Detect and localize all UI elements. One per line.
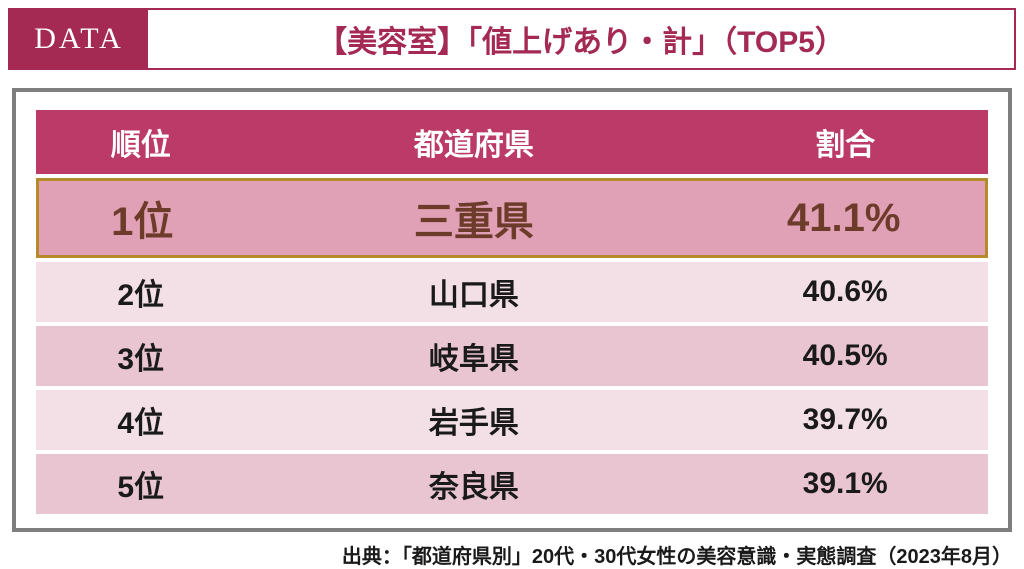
table-row: 4位 岩手県 39.7%: [36, 390, 988, 450]
col-pref-header: 都道府県: [245, 110, 702, 174]
cell-rank: 2位: [36, 262, 245, 322]
table-header-row: 順位 都道府県 割合: [36, 110, 988, 174]
table-container: 順位 都道府県 割合 1位 三重県 41.1% 2位 山口県 40.6% 3位 …: [12, 88, 1012, 532]
cell-pct: 41.1%: [702, 178, 988, 258]
ranking-table: 順位 都道府県 割合 1位 三重県 41.1% 2位 山口県 40.6% 3位 …: [36, 106, 988, 518]
cell-pct: 40.5%: [702, 326, 988, 386]
cell-pct: 39.1%: [702, 454, 988, 514]
cell-rank: 5位: [36, 454, 245, 514]
table-row: 3位 岐阜県 40.5%: [36, 326, 988, 386]
cell-pref: 山口県: [245, 262, 702, 322]
table-row: 2位 山口県 40.6%: [36, 262, 988, 322]
table-row: 1位 三重県 41.1%: [36, 178, 988, 258]
cell-pref: 岩手県: [245, 390, 702, 450]
cell-pct: 39.7%: [702, 390, 988, 450]
cell-pref: 岐阜県: [245, 326, 702, 386]
cell-pref: 奈良県: [245, 454, 702, 514]
col-rank-header: 順位: [36, 110, 245, 174]
col-pct-header: 割合: [702, 110, 988, 174]
cell-rank: 3位: [36, 326, 245, 386]
source-text: 出典：「都道府県別」20代・30代女性の美容意識・実態調査（2023年8月）: [0, 540, 1012, 569]
header-title: 【美容室】「値上げあり・計」（TOP5）: [148, 10, 1014, 68]
header-bar: DATA 【美容室】「値上げあり・計」（TOP5）: [8, 8, 1016, 70]
cell-pct: 40.6%: [702, 262, 988, 322]
cell-rank: 4位: [36, 390, 245, 450]
data-badge: DATA: [10, 10, 148, 68]
cell-pref: 三重県: [245, 178, 702, 258]
table-row: 5位 奈良県 39.1%: [36, 454, 988, 514]
cell-rank: 1位: [36, 178, 245, 258]
